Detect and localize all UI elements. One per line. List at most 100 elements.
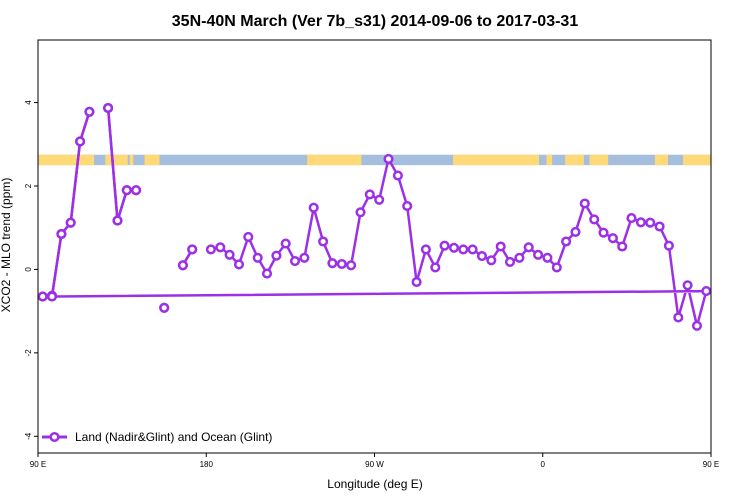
data-point (542, 252, 553, 263)
x-tick-label: 180 (200, 460, 214, 469)
data-point (383, 153, 394, 164)
y-tick-label: 2 (24, 183, 33, 188)
data-point (318, 236, 329, 247)
land-band-segment (105, 154, 128, 166)
data-point (289, 256, 301, 267)
data-point (495, 241, 506, 252)
ocean-band (38, 154, 711, 166)
data-point (673, 312, 684, 323)
land-band-segment (307, 154, 362, 166)
data-point (103, 102, 114, 114)
data-point (215, 242, 226, 253)
data-point (420, 244, 431, 255)
y-tick-label: 0 (24, 267, 33, 272)
land-band-segment (682, 154, 711, 166)
data-point (374, 194, 385, 205)
data-point (364, 189, 375, 200)
y-tick-label: 4 (24, 100, 33, 105)
data-point (654, 221, 665, 232)
data-point (177, 260, 188, 271)
data-point (701, 286, 712, 297)
plot-frame (37, 39, 712, 454)
data-point (486, 255, 497, 266)
data-point (346, 260, 357, 271)
data-point (439, 240, 450, 251)
y-tick-label: -4 (24, 432, 33, 440)
data-point (243, 231, 254, 242)
data-point (504, 256, 516, 267)
land-band-segment (144, 154, 153, 166)
data-point (46, 291, 58, 302)
data-point (645, 217, 656, 228)
data-point (607, 233, 618, 244)
data-point (663, 240, 674, 251)
data-point (84, 106, 95, 117)
data-point (65, 217, 76, 228)
x-tick-label: 90 E (703, 460, 719, 469)
land-band-segment (589, 154, 609, 166)
data-point (691, 320, 703, 331)
data-point (635, 217, 646, 228)
data-point (187, 244, 198, 255)
series-line (41, 111, 708, 328)
data-point (617, 241, 628, 252)
y-tick-label: -2 (24, 349, 33, 357)
y-axis: -4 -2 0 2 4 (24, 100, 38, 440)
data-point (233, 259, 245, 270)
data-point (261, 268, 273, 279)
data-point (682, 280, 693, 291)
land-band-segment (453, 154, 540, 166)
data-point (523, 242, 534, 253)
data-point (299, 252, 310, 263)
x-tick-label: 90 E (30, 460, 46, 469)
data-point (252, 252, 263, 263)
data-point (476, 251, 488, 262)
data-point (37, 291, 48, 302)
data-point (551, 262, 562, 273)
data-point (75, 136, 86, 147)
data-point (56, 228, 67, 240)
data-point (561, 236, 572, 247)
data-point (402, 200, 413, 212)
chart-title: 35N-40N March (Ver 7b_s31) 2014-09-06 to… (172, 13, 579, 30)
data-point (458, 244, 469, 255)
data-point (392, 170, 403, 181)
data-point (271, 250, 282, 261)
land-band-segment (546, 154, 553, 166)
land-band-segment (129, 154, 134, 166)
land-band-segment (150, 154, 160, 166)
x-axis-title: Longitude (deg E) (327, 477, 422, 491)
data-point (626, 213, 637, 224)
data-point (430, 262, 441, 273)
data-point (598, 227, 609, 238)
data-point (336, 258, 347, 270)
data-point (514, 252, 525, 263)
land-band-segment (654, 154, 669, 166)
data-point (131, 185, 142, 196)
data-point (355, 207, 366, 218)
legend-swatch-marker (49, 431, 60, 443)
data-point (448, 242, 460, 253)
data-point (579, 198, 590, 209)
data-point (224, 249, 235, 260)
data-point (411, 276, 422, 288)
data-point (121, 185, 132, 196)
data-point (570, 226, 581, 237)
y-axis-title: XCO2 - MLO trend (ppm) (0, 178, 13, 313)
surface-band (38, 154, 711, 166)
legend-label: Land (Nadir&Glint) and Ocean (Glint) (75, 430, 272, 444)
data-point (308, 202, 319, 213)
data-point (159, 302, 170, 313)
data-point (467, 244, 478, 255)
data-point (533, 249, 544, 260)
legend: Land (Nadir&Glint) and Ocean (Glint) (42, 430, 272, 444)
series-layer (37, 102, 712, 331)
data-point (280, 238, 291, 249)
x-tick-label: 0 (541, 460, 546, 469)
data-point (589, 214, 600, 225)
x-tick-label: 90 W (365, 460, 384, 469)
land-band-segment (565, 154, 584, 166)
data-point (112, 215, 123, 226)
